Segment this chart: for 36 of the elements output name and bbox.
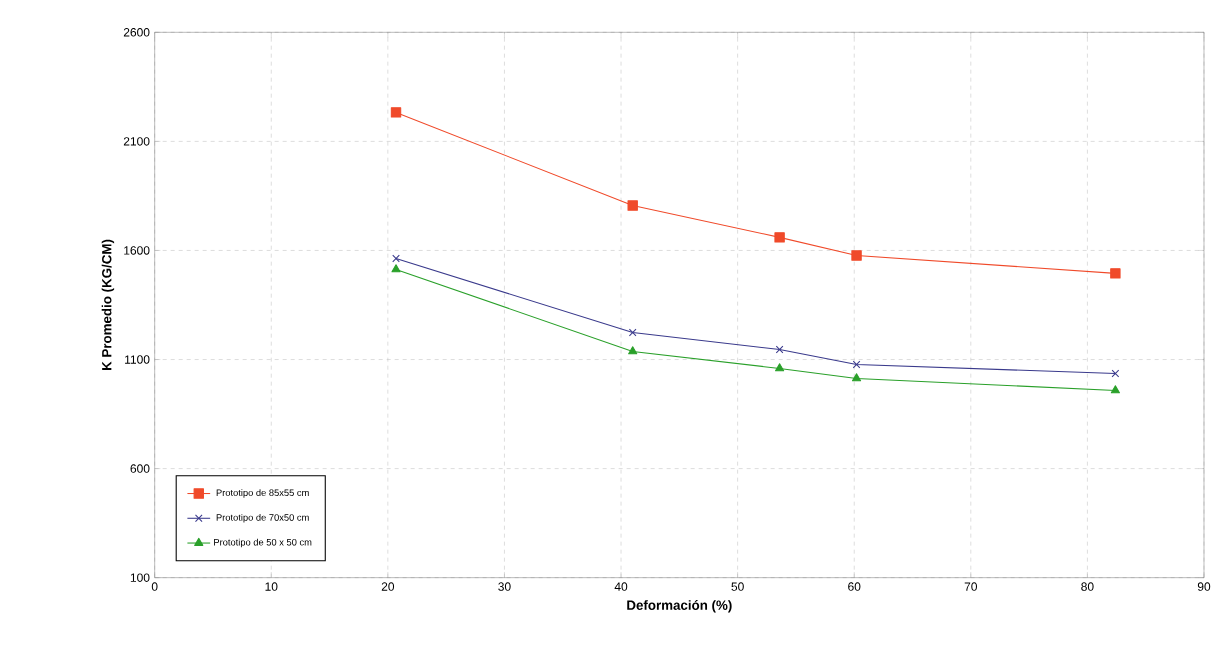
y-tick-label: 2100 [123, 137, 150, 146]
point [392, 254, 400, 263]
point [1110, 268, 1121, 279]
x-tick-label: 90 [1197, 582, 1211, 591]
x-tick-label: 10 [265, 582, 278, 591]
x-tick-label: 40 [614, 582, 628, 591]
x-tick-label: 50 [731, 582, 744, 591]
point [852, 360, 861, 369]
legend-label: Prototipo de 70x50 cm [216, 513, 309, 523]
point [628, 328, 637, 337]
point [628, 346, 638, 355]
legend-label: Prototipo de 85x55 cm [216, 489, 309, 498]
point [851, 250, 862, 261]
point [775, 345, 784, 354]
x-tick-label: 60 [848, 582, 861, 591]
y-tick-label: 2600 [123, 28, 150, 37]
point [390, 107, 402, 118]
x-tick-label: 80 [1081, 582, 1094, 591]
legend-label: Prototipo de 50 x 50 cm [214, 538, 312, 548]
y-tick-label: 1100 [125, 355, 150, 364]
x-axis-title: Deformación (%) [627, 600, 732, 613]
point [775, 363, 785, 372]
point [627, 200, 638, 211]
y-tick-label: 100 [130, 573, 150, 582]
point [1111, 369, 1120, 378]
y-axis-title: K Promedio (KG/CM) [101, 239, 115, 371]
point [851, 373, 862, 382]
x-tick-label: 20 [381, 582, 395, 591]
x-tick-label: 0 [151, 582, 158, 591]
y-tick-label: 600 [130, 464, 150, 473]
point [391, 264, 401, 273]
point [1110, 385, 1120, 394]
point [774, 232, 785, 243]
x-tick-label: 30 [498, 582, 511, 591]
x-tick-label: 70 [964, 582, 978, 591]
y-tick-label: 1600 [124, 246, 150, 255]
